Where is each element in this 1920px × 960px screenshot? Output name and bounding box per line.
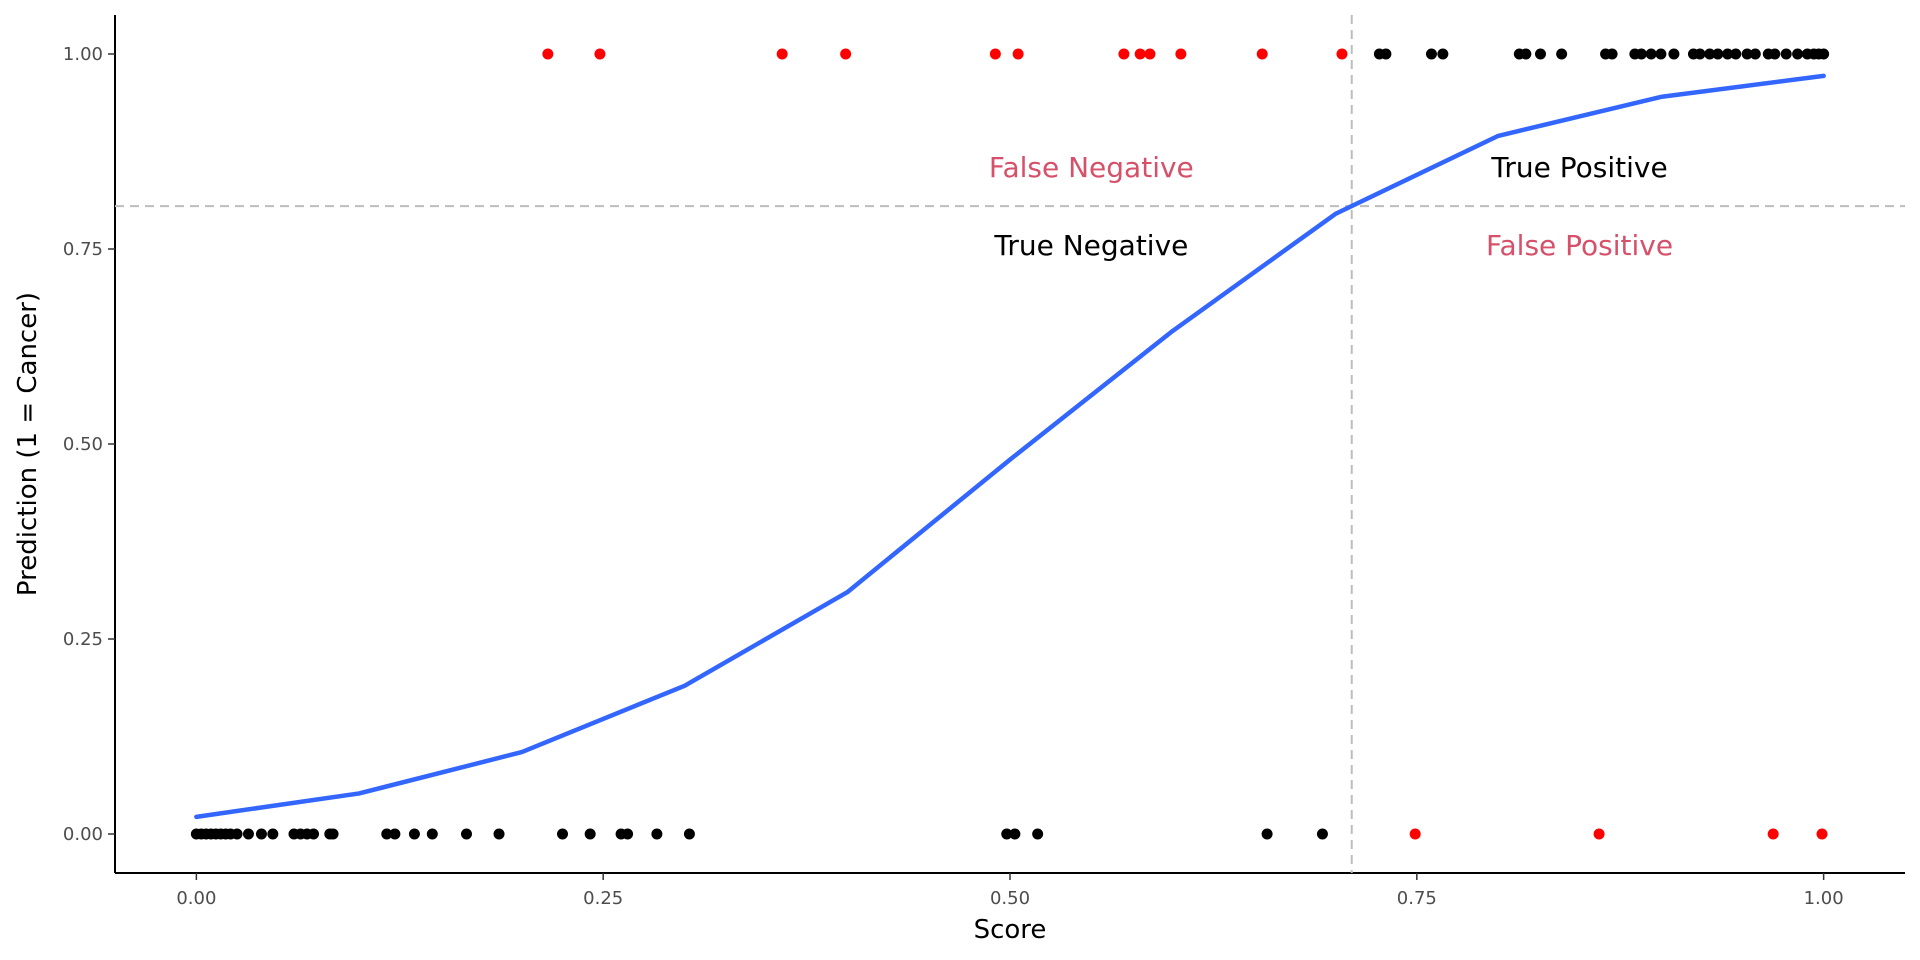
observation-point xyxy=(651,828,663,840)
misclassified-point xyxy=(989,48,1001,60)
observation-point xyxy=(1704,48,1716,60)
observation-point xyxy=(1380,48,1392,60)
observation-point xyxy=(267,828,279,840)
observation-point xyxy=(1606,48,1618,60)
misclassified-point xyxy=(1593,828,1605,840)
misclassified-point xyxy=(1816,828,1828,840)
quadrant-label: False Positive xyxy=(1486,229,1673,262)
observation-point xyxy=(1032,828,1044,840)
observation-point xyxy=(1792,48,1804,60)
observation-point xyxy=(389,828,401,840)
observation-point xyxy=(1712,48,1724,60)
observation-point xyxy=(1425,48,1437,60)
observation-point xyxy=(1722,48,1734,60)
y-tick-label: 0.75 xyxy=(63,239,103,260)
misclassified-point xyxy=(1256,48,1268,60)
x-axis-ticks: 0.00 0.25 0.50 0.75 1.00 xyxy=(176,873,1844,909)
observation-point xyxy=(255,828,267,840)
x-tick-label: 1.00 xyxy=(1804,888,1844,909)
observation-point xyxy=(1635,48,1647,60)
misclassified-point xyxy=(1767,828,1779,840)
observation-point xyxy=(1749,48,1761,60)
observation-point xyxy=(1655,48,1667,60)
observation-point xyxy=(622,828,634,840)
observation-point xyxy=(327,828,339,840)
observation-point xyxy=(1534,48,1546,60)
y-tick-label: 0.00 xyxy=(63,824,103,845)
x-axis-title: Score xyxy=(974,915,1047,945)
observation-point xyxy=(381,828,393,840)
misclassified-point xyxy=(1409,828,1421,840)
misclassified-point xyxy=(776,48,788,60)
observation-point xyxy=(1645,48,1657,60)
x-tick-label: 0.75 xyxy=(1397,888,1437,909)
quadrant-label: True Positive xyxy=(1490,151,1667,184)
observation-point xyxy=(426,828,438,840)
observation-point xyxy=(1009,828,1021,840)
misclassified-point xyxy=(840,48,852,60)
y-axis-title: Prediction (1 = Cancer) xyxy=(13,292,43,596)
observation-point xyxy=(1520,48,1532,60)
y-tick-label: 1.00 xyxy=(63,44,103,65)
observation-point xyxy=(1437,48,1449,60)
observation-point xyxy=(1668,48,1680,60)
observation-point xyxy=(1769,48,1781,60)
logistic-fit-curve xyxy=(194,73,1826,820)
observation-point xyxy=(1818,48,1830,60)
observation-point xyxy=(231,828,243,840)
axes: 0.00 0.25 0.50 0.75 1.00 0.00 0.25 0.50 0.75 1.0… xyxy=(63,15,1905,909)
quadrant-label: False Negative xyxy=(989,151,1194,184)
observation-point xyxy=(408,828,420,840)
quadrant-labels: False Negative True Positive True Negative… xyxy=(989,151,1673,262)
observation-point xyxy=(1780,48,1792,60)
observation-point xyxy=(1316,828,1328,840)
misclassified-point xyxy=(1012,48,1024,60)
misclassified-point xyxy=(1144,48,1156,60)
misclassified-point xyxy=(542,48,554,60)
y-tick-label: 0.50 xyxy=(63,434,103,455)
observation-point xyxy=(1556,48,1568,60)
observation-point xyxy=(1694,48,1706,60)
observation-point xyxy=(493,828,505,840)
x-tick-label: 0.25 xyxy=(583,888,623,909)
y-tick-label: 0.25 xyxy=(63,629,103,650)
observation-point xyxy=(308,828,320,840)
misclassified-point xyxy=(1175,48,1187,60)
observation-point xyxy=(242,828,254,840)
misclassified-point xyxy=(1336,48,1348,60)
series-layer xyxy=(190,48,1830,840)
observation-point xyxy=(557,828,568,840)
threshold-reference-lines xyxy=(115,15,1905,873)
x-tick-label: 0.00 xyxy=(176,888,216,909)
observation-point xyxy=(584,828,596,840)
observation-point xyxy=(1741,48,1753,60)
misclassified-point xyxy=(594,48,606,60)
observation-point xyxy=(683,828,695,840)
observation-point xyxy=(1261,828,1273,840)
quadrant-label: True Negative xyxy=(993,229,1188,262)
y-axis-ticks: 0.00 0.25 0.50 0.75 1.00 xyxy=(63,44,115,845)
observation-point xyxy=(1001,828,1013,840)
misclassified-point xyxy=(1118,48,1130,60)
observation-point xyxy=(1730,48,1742,60)
observation-point xyxy=(460,828,472,840)
x-tick-label: 0.50 xyxy=(990,888,1030,909)
misclassified-point xyxy=(1134,48,1146,60)
